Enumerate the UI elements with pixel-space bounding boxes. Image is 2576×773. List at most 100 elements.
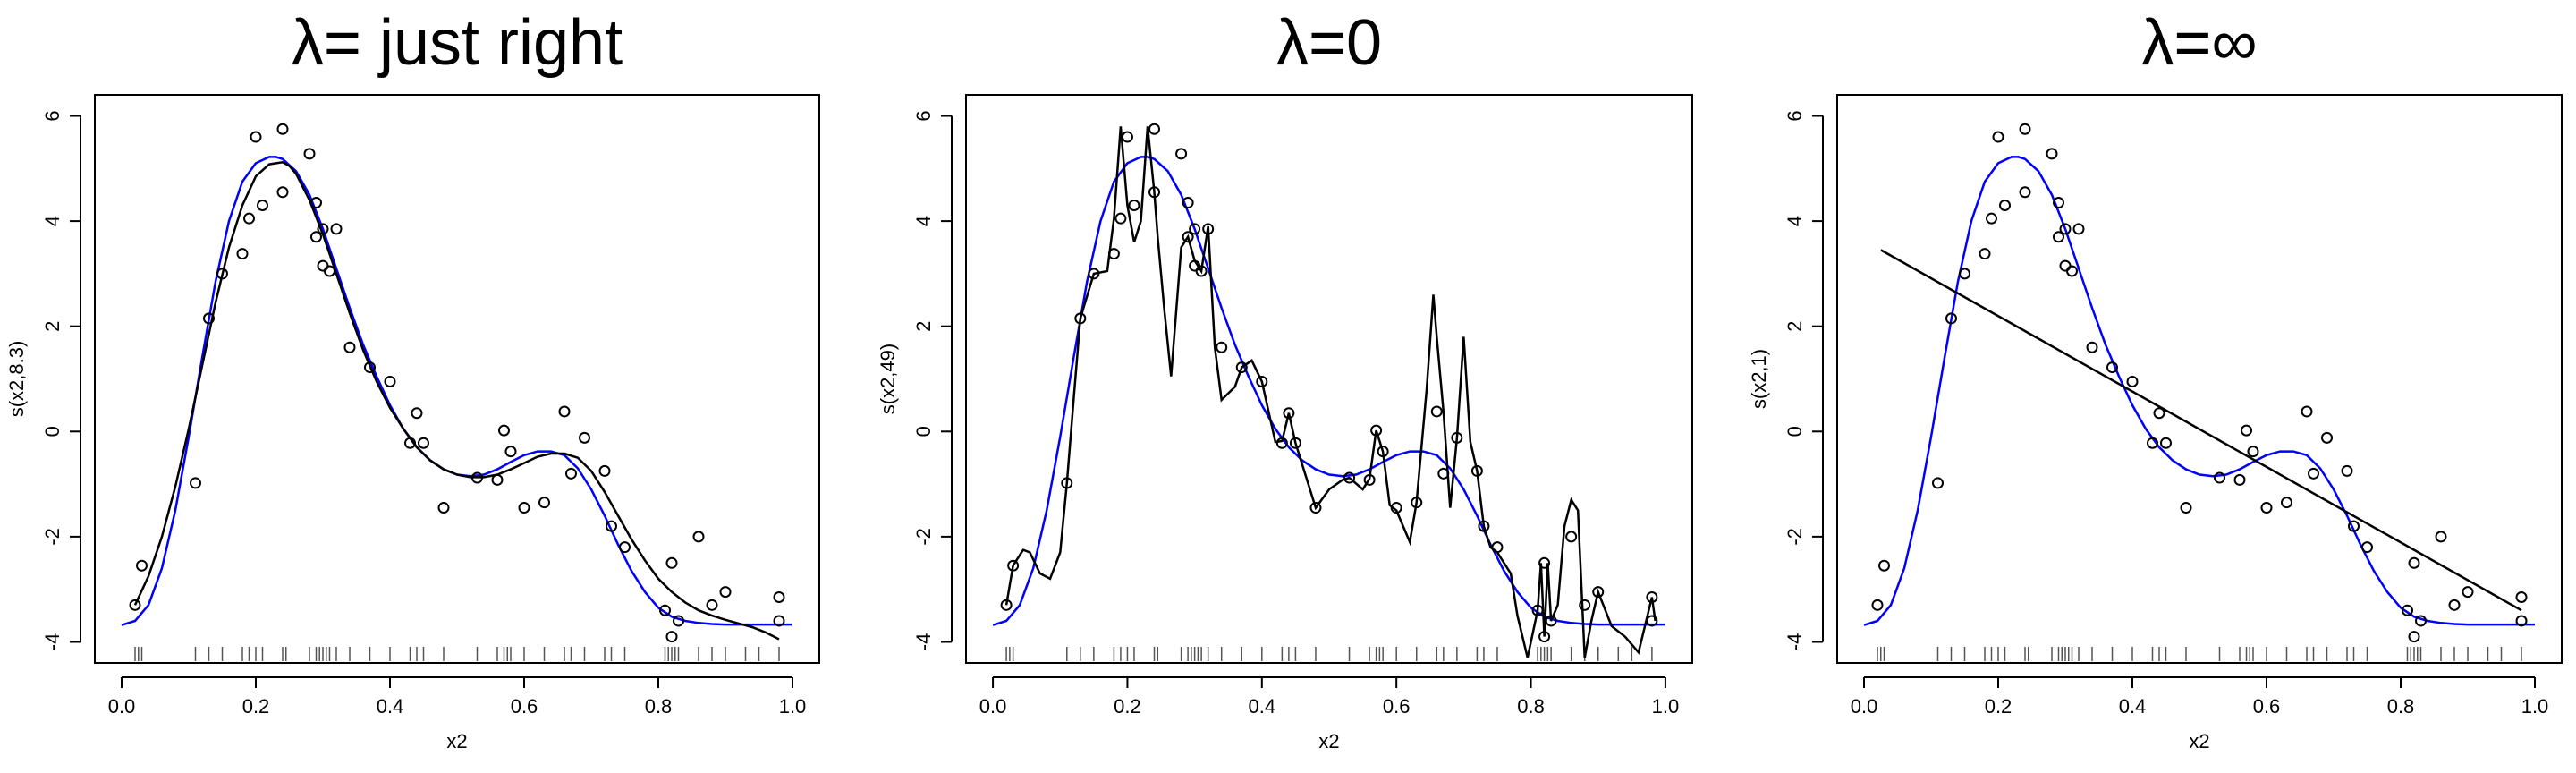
data-point — [579, 431, 590, 444]
data-point — [598, 464, 611, 477]
data-point — [1309, 502, 1322, 514]
data-point — [1189, 223, 1201, 235]
data-point — [706, 599, 718, 611]
data-point — [2180, 502, 2192, 514]
data-point — [236, 248, 249, 260]
data-point — [2260, 502, 2273, 514]
data-point — [2046, 148, 2058, 160]
data-point — [364, 361, 376, 374]
data-point — [498, 424, 510, 437]
x-tick-label: 0.8 — [2387, 695, 2415, 718]
data-point — [619, 541, 631, 554]
data-point — [276, 123, 289, 135]
data-point — [565, 467, 577, 480]
plot-frame — [1836, 94, 2563, 664]
data-point — [330, 223, 343, 235]
x-tick-label: 0.6 — [1383, 695, 1411, 718]
data-point — [404, 437, 416, 449]
x-tick-label: 0.0 — [108, 695, 136, 718]
data-point — [1121, 131, 1133, 143]
x-tick-label: 0.4 — [2119, 695, 2147, 718]
x-tick-label: 1.0 — [2521, 695, 2549, 718]
data-point — [1959, 268, 1970, 280]
x-axis-label: x2 — [1318, 730, 1339, 752]
y-tick-label: 6 — [912, 110, 935, 121]
data-point — [659, 604, 671, 616]
data-point — [1283, 407, 1295, 420]
data-point — [1256, 375, 1268, 387]
data-point — [411, 407, 423, 420]
data-point — [136, 559, 148, 572]
data-point — [2153, 407, 2165, 420]
data-point — [2147, 437, 2158, 449]
data-point — [303, 148, 316, 160]
data-point — [2448, 599, 2461, 611]
plot-frame — [965, 94, 1693, 664]
true-function-curve — [121, 156, 792, 626]
data-point — [1216, 341, 1228, 353]
data-point — [1592, 586, 1605, 599]
y-tick-label: 6 — [41, 110, 64, 121]
data-point — [1986, 212, 1997, 225]
data-point — [2402, 604, 2413, 616]
data-point — [243, 212, 255, 225]
x-axis-label: x2 — [446, 730, 467, 752]
fitted-smooth-curve — [1880, 249, 2522, 612]
data-point — [2515, 615, 2528, 627]
data-point — [1979, 248, 1991, 260]
data-point — [2053, 197, 2064, 209]
data-point — [1545, 615, 1557, 627]
x-tick-label: 0.2 — [1985, 695, 2012, 718]
data-point — [437, 502, 450, 514]
data-point — [665, 556, 678, 569]
data-point — [1370, 424, 1383, 437]
data-point — [719, 586, 732, 599]
data-point — [471, 471, 483, 484]
panel-title: λ=0 — [1276, 7, 1382, 79]
y-tick-label: 2 — [41, 321, 64, 332]
data-point — [1148, 186, 1161, 199]
data-point — [558, 405, 571, 418]
y-tick-label: -4 — [912, 633, 935, 651]
data-point — [491, 473, 504, 486]
y-tick-label: 0 — [912, 426, 935, 437]
data-point — [1007, 559, 1020, 572]
y-axis-label: s(x2,1) — [1748, 349, 1770, 409]
y-tick-label: 4 — [912, 216, 935, 226]
data-point — [2059, 223, 2072, 235]
x-tick-label: 0.0 — [1851, 695, 1878, 718]
panel-3: λ=∞ 0.0 0.2 0.4 0.6 0.8 1.0 x2 -4 -2 0 2 4 6 s(x2,1) — [1748, 7, 2563, 752]
x-tick-label: 0.6 — [511, 695, 538, 718]
data-point — [2408, 631, 2420, 643]
data-point — [1538, 631, 1551, 643]
data-point — [2072, 223, 2085, 235]
data-point — [2281, 497, 2292, 509]
y-tick-label: 4 — [41, 216, 64, 226]
panel-title: λ=∞ — [2141, 7, 2257, 79]
data-point — [673, 615, 684, 627]
data-point — [384, 375, 396, 387]
data-point — [2241, 424, 2252, 437]
x-tick-label: 0.4 — [377, 695, 404, 718]
data-point — [2415, 615, 2427, 627]
data-point — [606, 520, 617, 532]
data-point — [2361, 541, 2373, 554]
data-point — [1878, 559, 1890, 572]
data-point — [2233, 473, 2246, 486]
data-point — [1195, 265, 1208, 277]
data-point — [1390, 502, 1402, 514]
x-axis-label: x2 — [2189, 730, 2209, 752]
data-point — [504, 446, 517, 458]
data-point — [1128, 199, 1140, 211]
data-point — [310, 197, 322, 209]
data-point — [1491, 541, 1504, 554]
data-point — [203, 312, 215, 325]
data-point — [1579, 599, 1591, 611]
data-point — [1148, 123, 1161, 135]
data-point — [2106, 361, 2118, 374]
data-point — [1235, 361, 1248, 374]
plot-frame — [94, 94, 820, 664]
x-tick-label: 1.0 — [1652, 695, 1680, 718]
data-point — [1992, 131, 2004, 143]
